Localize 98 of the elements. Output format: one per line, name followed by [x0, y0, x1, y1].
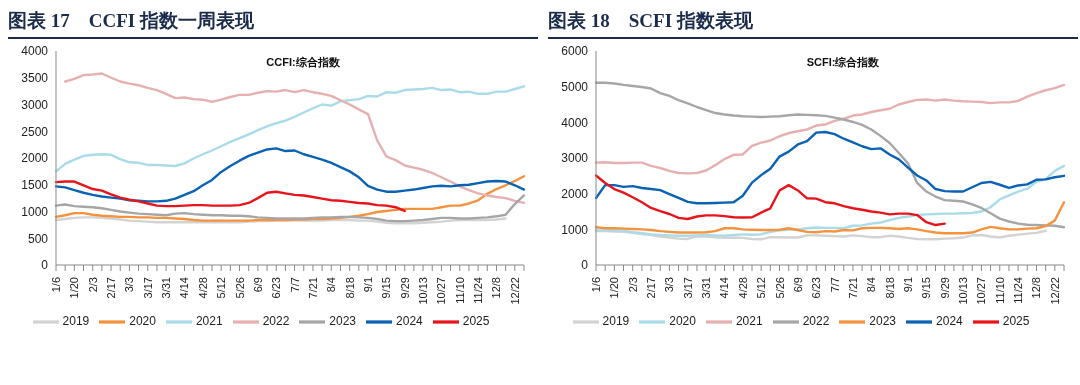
line-series: [594, 83, 1066, 175]
y-tick-label: 1000: [561, 222, 589, 237]
y-tick-label: 0: [41, 258, 49, 273]
y-tick-label: 4000: [561, 115, 589, 130]
x-tick-label: 3/3: [123, 277, 136, 293]
x-tick-label: 9/1: [902, 277, 914, 293]
x-tick-label: 6/23: [270, 277, 283, 299]
x-tick-label: 3/17: [681, 277, 694, 299]
x-tick-label: 11/10: [993, 277, 1006, 304]
y-tick-label: 3500: [21, 71, 49, 86]
legend-label: 2025: [462, 314, 490, 329]
y-tick-label: 2000: [21, 151, 49, 166]
x-tick-label: 9/15: [920, 277, 933, 299]
x-tick-label: 9/29: [938, 277, 951, 299]
line-series: [594, 174, 946, 227]
legend-label: 2023: [869, 314, 897, 329]
legend-label: 2023: [329, 314, 357, 329]
x-tick-label: 7/21: [306, 277, 319, 299]
x-tick-label: 1/20: [68, 277, 81, 299]
x-tick-label: 9/29: [398, 277, 411, 299]
line-series: [594, 130, 1066, 205]
y-tick-label: 2000: [561, 186, 589, 201]
x-tick-label: 3/31: [160, 277, 173, 299]
x-tick-label: 12/8: [1030, 277, 1043, 299]
x-tick-label: 2/17: [105, 277, 118, 299]
line-series: [594, 81, 1066, 229]
x-tick-label: 3/17: [141, 277, 154, 299]
legend-label: 2019: [602, 314, 630, 329]
x-tick-label: 3/31: [700, 277, 713, 299]
x-tick-label: 11/24: [1012, 277, 1025, 304]
x-tick-label: 5/26: [773, 277, 786, 299]
x-tick-label: 4/14: [718, 277, 731, 299]
y-tick-label: 5000: [561, 79, 589, 94]
x-tick-label: 12/8: [490, 277, 503, 299]
line-series: [54, 194, 526, 223]
x-tick-label: 11/24: [472, 277, 485, 304]
x-tick-label: 4/28: [196, 277, 209, 299]
y-tick-label: 3000: [561, 151, 589, 166]
chart-title: 图表 18 SCFI 指数表现: [548, 8, 1078, 39]
x-tick-label: 8/18: [343, 277, 356, 299]
legend-label: 2024: [936, 314, 963, 329]
x-tick-label: 5/26: [233, 277, 246, 299]
x-tick-label: 11/10: [453, 277, 466, 304]
legend-label: 2024: [396, 314, 423, 329]
line-series: [54, 174, 526, 222]
line-series: [594, 201, 1066, 235]
legend-label: 2022: [802, 314, 830, 329]
x-tick-label: 8/4: [865, 277, 878, 293]
y-tick-label: 1000: [21, 204, 49, 219]
line-series: [594, 164, 1066, 237]
y-tick-label: 6000: [561, 44, 589, 59]
x-tick-label: 12/22: [508, 277, 521, 305]
chart-title: 图表 17 CCFI 指数一周表现: [8, 8, 538, 39]
x-tick-label: 10/27: [435, 277, 448, 305]
legend-label: 2022: [262, 314, 290, 329]
x-tick-label: 1/6: [590, 277, 602, 293]
y-tick-label: 2500: [21, 124, 49, 139]
x-tick-label: 5/12: [755, 277, 768, 299]
x-tick-label: 9/1: [362, 277, 374, 293]
x-tick-label: 7/7: [288, 277, 301, 293]
x-tick-label: 4/28: [736, 277, 749, 299]
x-tick-label: 2/3: [626, 277, 639, 293]
x-tick-label: 10/27: [975, 277, 988, 305]
line-series: [54, 180, 406, 213]
y-tick-label: 4000: [21, 44, 49, 59]
y-tick-label: 1500: [21, 178, 49, 193]
x-tick-label: 8/4: [325, 277, 338, 293]
x-tick-label: 4/14: [178, 277, 191, 299]
x-tick-label: 10/13: [417, 277, 430, 305]
x-tick-label: 8/18: [883, 277, 896, 299]
x-tick-label: 6/23: [810, 277, 823, 299]
x-tick-label: 12/22: [1048, 277, 1061, 305]
x-tick-label: 1/6: [50, 277, 62, 293]
legend-label: 2021: [195, 314, 223, 329]
legend-label: 2019: [62, 314, 90, 329]
legend-label: 2020: [129, 314, 156, 329]
chart-subtitle: CCFI:综合指数: [265, 55, 341, 70]
legend-label: 2025: [1002, 314, 1030, 329]
legend-label: 2021: [735, 314, 763, 329]
x-tick-label: 7/21: [846, 277, 859, 299]
x-tick-label: 10/13: [957, 277, 970, 305]
x-tick-label: 2/17: [645, 277, 658, 299]
x-tick-label: 9/15: [380, 277, 393, 299]
chart-subtitle: SCFI:综合指数: [805, 55, 881, 70]
x-tick-label: 7/7: [828, 277, 841, 293]
legend-label: 2020: [669, 314, 696, 329]
line-series: [63, 72, 526, 205]
line-series: [54, 85, 526, 173]
x-tick-label: 1/20: [608, 277, 621, 299]
x-tick-label: 3/3: [663, 277, 676, 293]
line-series: [54, 147, 526, 203]
x-tick-label: 5/12: [215, 277, 228, 299]
y-tick-label: 500: [27, 231, 49, 246]
x-tick-label: 6/9: [251, 277, 264, 293]
x-tick-label: 6/9: [791, 277, 804, 293]
y-tick-label: 0: [581, 258, 589, 273]
x-tick-label: 2/3: [86, 277, 99, 293]
y-tick-label: 3000: [21, 97, 49, 112]
